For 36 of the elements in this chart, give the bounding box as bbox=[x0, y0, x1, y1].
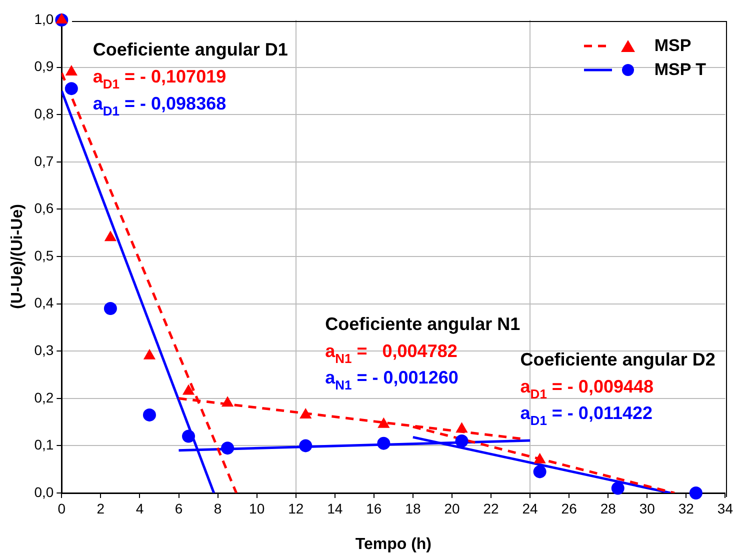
y-tick-label: 0,5 bbox=[34, 247, 54, 264]
y-tick-label: 0,4 bbox=[34, 294, 54, 311]
x-tick-label: 6 bbox=[174, 500, 183, 516]
x-tick-label: 10 bbox=[249, 500, 265, 516]
x-tick-label: 18 bbox=[405, 500, 421, 516]
x-tick-label: 34 bbox=[717, 500, 734, 516]
x-tick-label: 24 bbox=[522, 500, 538, 516]
legend-label: MSP T bbox=[654, 60, 706, 80]
annotation: Coeficiente angular D2 bbox=[520, 349, 716, 370]
y-tick-label: 1,0 bbox=[34, 10, 54, 27]
x-tick-label: 12 bbox=[288, 500, 304, 516]
annotation: Coeficiente angular N1 bbox=[325, 314, 520, 334]
x-tick-label: 20 bbox=[444, 500, 460, 516]
x-tick-label: 8 bbox=[214, 500, 222, 516]
x-tick-label: 30 bbox=[639, 500, 656, 516]
x-tick-label: 2 bbox=[96, 500, 105, 516]
y-tick-label: 0,0 bbox=[34, 484, 54, 500]
x-axis-title: Tempo (h) bbox=[355, 536, 432, 553]
y-tick-label: 0,6 bbox=[34, 200, 54, 216]
y-tick-label: 0,9 bbox=[34, 58, 54, 74]
y-tick-label: 0,3 bbox=[34, 342, 54, 358]
annotation: Coeficiente angular D1 bbox=[92, 39, 288, 60]
x-tick-label: 0 bbox=[58, 500, 66, 516]
x-tick-label: 16 bbox=[366, 500, 382, 516]
x-tick-label: 4 bbox=[136, 500, 144, 516]
x-tick-label: 26 bbox=[561, 500, 578, 516]
x-tick-label: 22 bbox=[483, 500, 500, 516]
y-tick-label: 0,7 bbox=[34, 152, 54, 169]
y-tick-label: 0,2 bbox=[34, 389, 54, 406]
x-tick-label: 14 bbox=[327, 500, 343, 516]
legend-label: MSP bbox=[654, 36, 692, 56]
x-tick-label: 32 bbox=[678, 500, 694, 516]
x-tick-label: 28 bbox=[600, 500, 616, 516]
y-tick-label: 0,1 bbox=[34, 436, 54, 453]
y-axis-title: (U-Ue)/(Ui-Ue) bbox=[9, 204, 26, 309]
y-tick-label: 0,8 bbox=[34, 105, 54, 122]
